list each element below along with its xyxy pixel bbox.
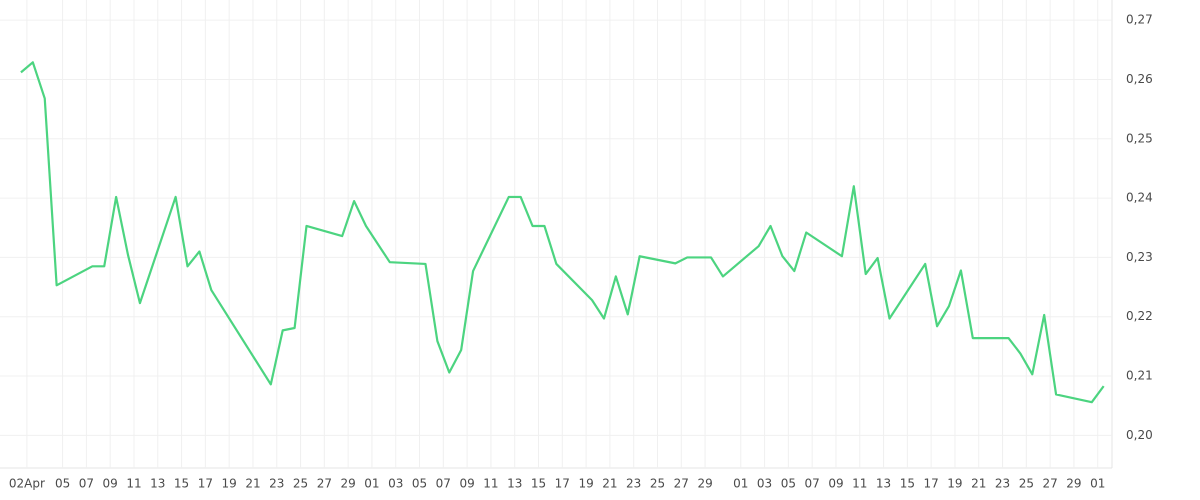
y-tick-label: 0,26 (1126, 72, 1153, 86)
x-tick-label: 21 (245, 477, 260, 491)
y-tick-label: 0,21 (1126, 369, 1153, 383)
x-tick-label: 25 (293, 477, 308, 491)
x-tick-label: 15 (174, 477, 189, 491)
x-tick-label: 15 (900, 477, 915, 491)
x-tick-label: 23 (269, 477, 284, 491)
x-tick-label: 02Apr (9, 477, 45, 491)
x-tick-label: 03 (757, 477, 772, 491)
x-tick-label: 27 (1042, 477, 1057, 491)
y-tick-label: 0,25 (1126, 131, 1153, 145)
x-tick-label: 25 (650, 477, 665, 491)
price-line (20, 61, 1105, 404)
x-tick-label: 21 (602, 477, 617, 491)
x-tick-label: 05 (781, 477, 796, 491)
x-tick-label: 17 (555, 477, 570, 491)
x-tick-label: 29 (697, 477, 712, 491)
x-tick-label: 07 (79, 477, 94, 491)
x-tick-label: 11 (126, 477, 141, 491)
x-tick-label: 09 (828, 477, 843, 491)
x-tick-label: 09 (459, 477, 474, 491)
x-tick-label: 01 (733, 477, 748, 491)
x-tick-label: 29 (340, 477, 355, 491)
x-tick-label: 21 (971, 477, 986, 491)
x-tick-label: 07 (436, 477, 451, 491)
x-tick-label: 13 (507, 477, 522, 491)
x-tick-label: 05 (412, 477, 427, 491)
x-tick-label: 25 (1019, 477, 1034, 491)
x-tick-label: 01 (1090, 477, 1105, 491)
y-tick-label: 0,23 (1126, 250, 1153, 264)
x-tick-label: 11 (483, 477, 498, 491)
x-tick-label: 23 (626, 477, 641, 491)
x-tick-label: 27 (317, 477, 332, 491)
y-tick-label: 0,24 (1126, 191, 1153, 205)
x-tick-label: 17 (198, 477, 213, 491)
x-tick-label: 15 (531, 477, 546, 491)
x-tick-label: 13 (876, 477, 891, 491)
x-tick-label: 27 (674, 477, 689, 491)
x-tick-label: 05 (55, 477, 70, 491)
x-tick-label: 09 (103, 477, 118, 491)
x-tick-label: 29 (1066, 477, 1081, 491)
x-tick-label: 07 (805, 477, 820, 491)
y-tick-label: 0,27 (1126, 13, 1153, 27)
y-tick-label: 0,20 (1126, 428, 1153, 442)
x-tick-label: 23 (995, 477, 1010, 491)
x-tick-label: 13 (150, 477, 165, 491)
y-tick-label: 0,22 (1126, 309, 1153, 323)
x-tick-label: 03 (388, 477, 403, 491)
x-tick-label: 17 (924, 477, 939, 491)
x-tick-label: 19 (947, 477, 962, 491)
x-tick-label: 19 (222, 477, 237, 491)
x-tick-label: 19 (578, 477, 593, 491)
x-tick-label: 11 (852, 477, 867, 491)
x-tick-label: 01 (364, 477, 379, 491)
